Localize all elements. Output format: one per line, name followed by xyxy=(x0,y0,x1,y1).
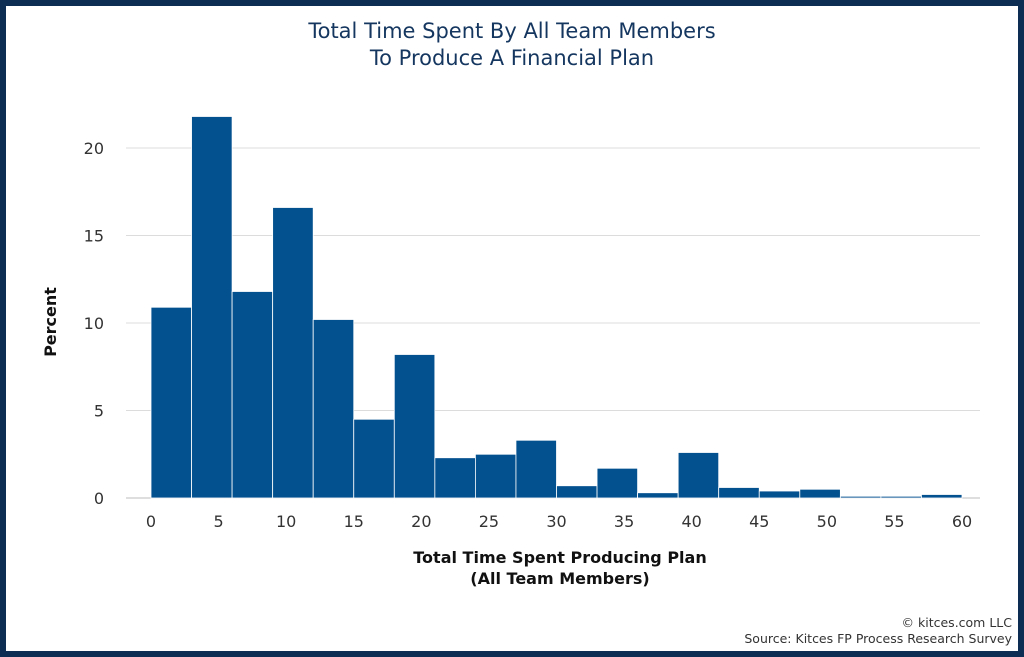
x-axis-label-line-1: Total Time Spent Producing Plan xyxy=(413,548,706,567)
x-tick-label-50: 50 xyxy=(817,512,837,531)
x-tick-label-30: 30 xyxy=(546,512,566,531)
y-tick-label-20: 20 xyxy=(84,139,104,158)
y-tick-label-0: 0 xyxy=(94,489,104,508)
x-axis-label-line-2: (All Team Members) xyxy=(470,569,649,588)
y-tick-label-10: 10 xyxy=(84,314,104,333)
bar-18 xyxy=(880,495,922,499)
y-tick-label-5: 5 xyxy=(94,402,104,421)
x-tick-label-10: 10 xyxy=(276,512,296,531)
bar-12 xyxy=(637,492,679,499)
bar-10 xyxy=(556,485,598,499)
bars xyxy=(150,116,963,499)
x-tick-label-5: 5 xyxy=(213,512,223,531)
x-tick-label-20: 20 xyxy=(411,512,431,531)
bar-2 xyxy=(231,291,274,499)
bar-0 xyxy=(150,306,192,499)
bar-19 xyxy=(921,494,963,499)
bar-4 xyxy=(312,319,355,499)
x-tick-label-55: 55 xyxy=(884,512,904,531)
x-tick-label-0: 0 xyxy=(146,512,156,531)
x-tick-label-35: 35 xyxy=(614,512,634,531)
chart-title: Total Time Spent By All Team Members To … xyxy=(0,18,1024,72)
bar-15 xyxy=(758,490,801,499)
x-tick-label-45: 45 xyxy=(749,512,769,531)
x-tick-label-15: 15 xyxy=(344,512,364,531)
y-axis-ticks: 0 5 10 15 20 xyxy=(84,139,104,508)
chart-title-line-1: Total Time Spent By All Team Members xyxy=(308,19,716,43)
x-tick-label-40: 40 xyxy=(681,512,701,531)
bar-13 xyxy=(677,452,720,499)
bar-3 xyxy=(272,207,314,499)
bar-9 xyxy=(515,439,557,499)
y-axis-label: Percent xyxy=(41,287,60,357)
bar-17 xyxy=(839,495,882,499)
y-tick-label-15: 15 xyxy=(84,227,104,246)
bar-5 xyxy=(353,418,395,499)
x-tick-label-60: 60 xyxy=(952,512,972,531)
bar-6 xyxy=(393,354,436,499)
bar-14 xyxy=(718,487,760,499)
source-text: Source: Kitces FP Process Research Surve… xyxy=(744,631,1012,646)
bar-8 xyxy=(474,453,517,499)
bar-11 xyxy=(596,467,638,499)
x-tick-label-25: 25 xyxy=(479,512,499,531)
credits: © kitces.com LLC Source: Kitces FP Proce… xyxy=(744,615,1012,647)
copyright-text: © kitces.com LLC xyxy=(901,615,1012,630)
bar-7 xyxy=(434,457,476,499)
chart-title-line-2: To Produce A Financial Plan xyxy=(369,46,655,70)
bar-1 xyxy=(191,116,233,499)
x-axis-ticks: 0 5 10 15 20 25 30 35 40 45 50 55 60 xyxy=(146,512,972,531)
bar-16 xyxy=(799,488,841,499)
